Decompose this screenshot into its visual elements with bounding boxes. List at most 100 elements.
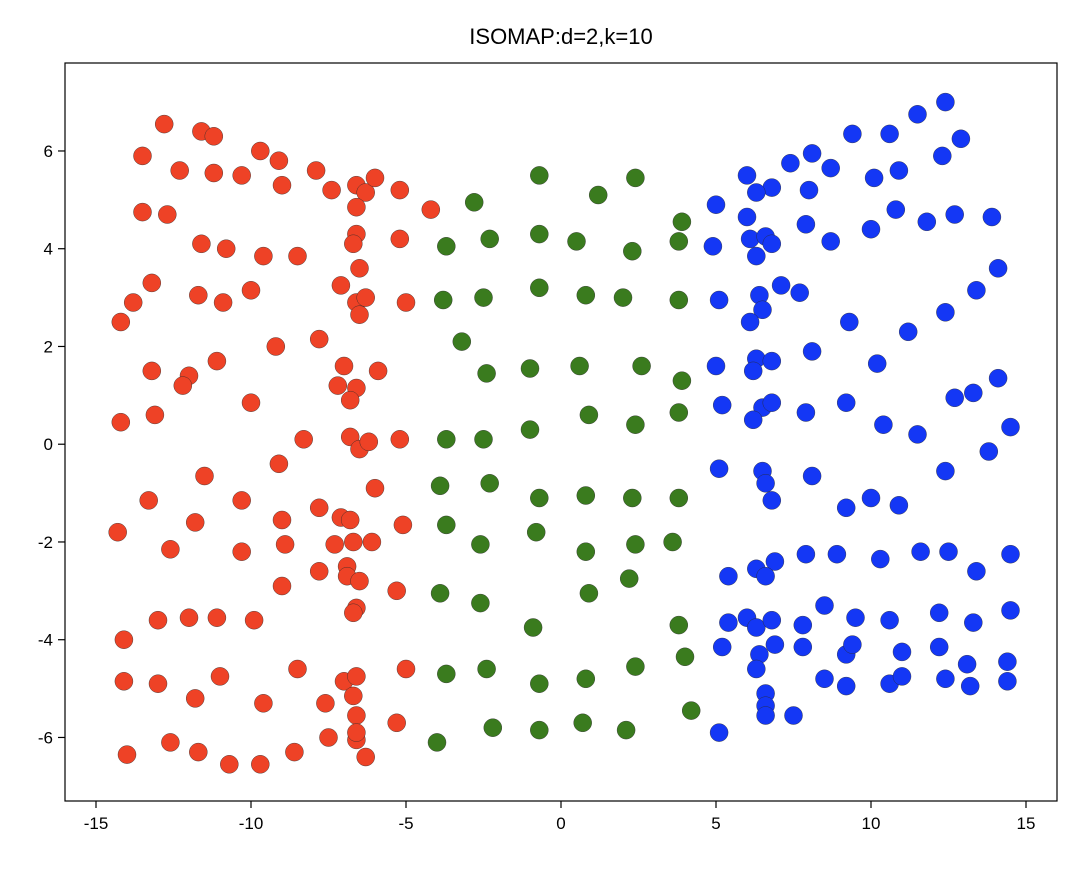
x-tick-label: 15 <box>1017 814 1036 833</box>
scatter-point <box>889 496 909 515</box>
scatter-point <box>161 540 180 559</box>
scatter-point <box>185 513 205 532</box>
scatter-point <box>762 491 781 510</box>
scatter-point <box>387 713 406 732</box>
scatter-point <box>213 293 233 312</box>
scatter-point <box>747 618 766 637</box>
scatter-point <box>1001 601 1020 620</box>
scatter-point <box>310 498 329 517</box>
scatter-point <box>204 127 224 146</box>
scatter-point <box>362 532 382 552</box>
scatter-point <box>936 461 955 481</box>
scatter-point <box>846 608 865 627</box>
scatter-point <box>967 281 986 300</box>
scatter-point <box>616 720 636 740</box>
scatter-point <box>837 393 856 412</box>
scatter-point <box>251 755 270 774</box>
scatter-point <box>567 232 586 251</box>
scatter-point <box>793 637 812 657</box>
scatter-point <box>390 430 409 449</box>
scatter-point <box>663 532 682 552</box>
scatter-point <box>579 584 599 603</box>
scatter-point <box>837 498 856 517</box>
scatter-point <box>523 618 543 637</box>
scatter-point <box>427 733 447 752</box>
scatter-point <box>480 229 499 249</box>
scatter-point <box>771 276 791 295</box>
y-tick-label: -4 <box>38 631 53 650</box>
scatter-point <box>719 613 738 632</box>
scatter-point <box>241 393 261 412</box>
scatter-point <box>189 286 208 305</box>
scatter-point <box>437 664 456 684</box>
scatter-point <box>961 676 980 696</box>
scatter-point <box>861 219 881 239</box>
scatter-point <box>967 562 986 581</box>
scatter-point <box>241 281 261 300</box>
scatter-point <box>465 193 484 212</box>
scatter-point <box>111 413 131 432</box>
scatter-point <box>244 611 264 630</box>
scatter-point <box>520 359 540 378</box>
x-tick-label: 10 <box>862 814 881 833</box>
scatter-point <box>784 706 803 725</box>
scatter-point <box>272 175 292 195</box>
scatter-point <box>964 613 983 632</box>
scatter-point <box>142 273 162 293</box>
scatter-point <box>396 659 416 679</box>
scatter-point <box>864 168 884 188</box>
scatter-point <box>474 430 493 449</box>
scatter-point <box>880 124 899 144</box>
scatter-point <box>347 723 366 742</box>
scatter-point <box>576 486 595 505</box>
scatter-point <box>945 388 964 407</box>
scatter-point <box>740 229 760 249</box>
scatter-point <box>347 706 366 725</box>
scatter-point <box>275 535 295 554</box>
scatter-point <box>802 342 822 361</box>
scatter-point <box>530 166 549 185</box>
scatter-point <box>393 515 413 535</box>
scatter-point <box>613 288 633 307</box>
scatter-point <box>154 114 174 134</box>
scatter-point <box>133 146 152 166</box>
scatter-point <box>821 158 840 178</box>
scatter-point <box>713 637 732 657</box>
scatter-point <box>1001 545 1020 564</box>
scatter-point <box>114 672 134 691</box>
scatter-point <box>589 185 608 205</box>
scatter-point <box>341 391 360 410</box>
scatter-point <box>706 195 726 214</box>
scatter-point <box>573 713 592 732</box>
scatter-point <box>762 178 781 197</box>
scatter-point <box>796 215 816 234</box>
scatter-point <box>892 642 912 662</box>
scatter-point <box>669 488 688 508</box>
scatter-point <box>437 237 456 256</box>
scatter-point <box>294 430 313 449</box>
scatter-point <box>133 202 152 222</box>
scatter-point <box>185 689 205 708</box>
scatter-point <box>117 745 137 764</box>
scatter-point <box>310 562 329 581</box>
scatter-point <box>744 410 763 429</box>
scatter-point <box>365 168 385 188</box>
scatter-point <box>316 694 335 713</box>
y-axis: -6 -4 -2 0 2 4 6 <box>38 142 65 747</box>
scatter-point <box>620 569 639 588</box>
scatter-point <box>626 657 645 676</box>
scatter-point <box>477 659 496 679</box>
scatter-point <box>570 356 589 376</box>
scatter-point <box>576 286 595 305</box>
scatter-point <box>142 361 162 381</box>
scatter-point <box>753 300 772 319</box>
scatter-point <box>350 259 369 278</box>
scatter-point <box>899 322 918 341</box>
scatter-point <box>790 283 809 302</box>
scatter-point <box>796 403 816 422</box>
scatter-point <box>827 545 847 564</box>
scatter-point <box>232 166 251 185</box>
scatter-point <box>527 523 546 542</box>
scatter-point <box>334 356 354 376</box>
scatter-point <box>675 647 695 666</box>
